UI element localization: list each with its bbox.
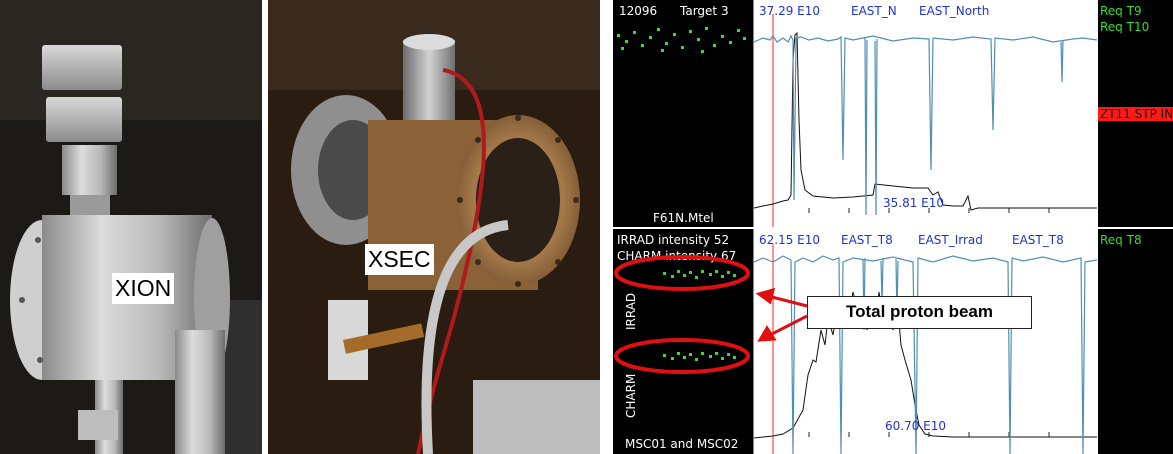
- req-t10-label: Req T10: [1100, 20, 1149, 34]
- xion-label: XION: [112, 273, 175, 304]
- top-panel: 12096 Target 3 37.29 E10 EAST_N EAST_Nor…: [613, 0, 1173, 227]
- bottom-beam-line-1: EAST_T8: [841, 233, 893, 247]
- beam-monitor-display: 12096 Target 3 37.29 E10 EAST_N EAST_Nor…: [613, 0, 1173, 454]
- irrad-highlight-ellipse: [614, 255, 750, 291]
- bottom-beam-line-2: EAST_Irrad: [918, 233, 983, 247]
- irrad-spark-dots: [663, 270, 736, 279]
- charm-axis-label: CHARM: [624, 374, 638, 418]
- bottom-blue-trace: [753, 255, 1098, 454]
- bottom-bottom-label: MSC01 and MSC02: [625, 437, 738, 451]
- bottom-intensity-label: 62.15 E10: [759, 233, 820, 247]
- xsec-photo: [268, 0, 600, 454]
- bottom-beam-line-3: EAST_T8: [1012, 233, 1064, 247]
- req-t8-label: Req T8: [1100, 233, 1142, 247]
- charm-spark-dots: [663, 352, 736, 361]
- irrad-intensity-label: IRRAD intensity 52: [617, 233, 729, 247]
- irrad-axis-label: IRRAD: [624, 293, 638, 330]
- top-bottom-label: F61N.Mtel: [653, 211, 714, 225]
- top-beam-line-2: EAST_North: [919, 4, 989, 18]
- bottom-panel: IRRAD intensity 52 CHARM intensity 67 62…: [613, 229, 1173, 454]
- target-label: Target 3: [679, 4, 729, 18]
- top-lower-value: 35.81 E10: [883, 196, 944, 210]
- top-black-trace: [753, 31, 1097, 211]
- counter-label: 12096: [619, 4, 657, 18]
- charm-highlight-ellipse: [614, 338, 750, 374]
- xion-photo: [0, 0, 262, 454]
- req-t9-label: Req T9: [1100, 4, 1142, 18]
- xsec-label: XSEC: [365, 244, 434, 275]
- top-spark-dots: [617, 27, 746, 53]
- bottom-lower-value: 60.70 E10: [885, 419, 946, 433]
- top-beam-line-1: EAST_N: [851, 4, 897, 18]
- annotation-arrows: [755, 287, 808, 342]
- alarm-label: ZT11 STP IN: [1100, 107, 1173, 121]
- alarm-bar: [1098, 107, 1173, 121]
- top-intensity-label: 37.29 E10: [759, 4, 820, 18]
- top-blue-trace: [753, 34, 1098, 201]
- total-proton-beam-callout: Total proton beam: [807, 296, 1032, 329]
